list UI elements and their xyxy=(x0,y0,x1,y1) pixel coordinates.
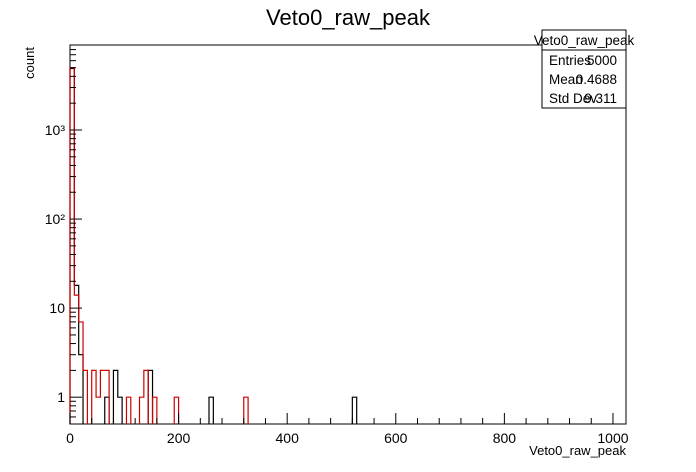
y-axis-label: count xyxy=(22,47,37,79)
y-tick-label: 1 xyxy=(57,389,65,405)
x-axis-label: Veto0_raw_peak xyxy=(529,443,626,458)
series-layer xyxy=(69,67,358,424)
stats-mean-label: Mean xyxy=(549,72,583,87)
x-tick-label: 800 xyxy=(493,430,517,446)
stats-box-title: Veto0_raw_peak xyxy=(534,33,635,48)
stats-entries-label: Entries xyxy=(549,53,591,68)
stats-entries-value: 5000 xyxy=(587,53,617,68)
chart-title: Veto0_raw_peak xyxy=(266,5,431,30)
stats-stddev-value: 9.311 xyxy=(584,91,617,106)
x-tick-label: 0 xyxy=(66,430,74,446)
stats-box-frame xyxy=(541,29,627,109)
stats-stddev-label: Std Dev xyxy=(549,91,597,106)
x-tick-label: 200 xyxy=(167,430,191,446)
histogram-series-1 xyxy=(69,67,249,424)
x-tick-label: 600 xyxy=(384,430,408,446)
stats-mean-value: 0.4688 xyxy=(576,72,617,87)
x-axis-ticks: 0 200 400 600 800 1000 xyxy=(66,413,629,446)
stats-box: Veto0_raw_peak Entries 5000 Mean 0.4688 … xyxy=(534,29,635,109)
plot-area: 0 200 400 600 800 1000 1 10 10² 10³ xyxy=(45,44,629,446)
x-tick-label: 1000 xyxy=(597,430,628,446)
y-tick-label: 10² xyxy=(45,211,66,227)
y-tick-label: 10 xyxy=(49,300,65,316)
y-tick-label: 10³ xyxy=(45,122,66,138)
x-tick-label: 400 xyxy=(276,430,300,446)
y-axis-ticks: 1 10 10² 10³ xyxy=(45,44,82,425)
histogram-series-0 xyxy=(69,67,358,424)
